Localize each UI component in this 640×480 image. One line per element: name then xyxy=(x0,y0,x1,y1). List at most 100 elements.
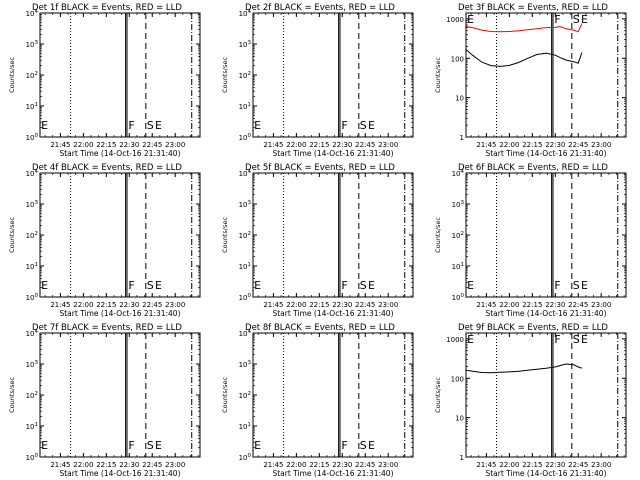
y-tick-label: 103 xyxy=(452,200,465,209)
x-axis-label: Start Time (14-Oct-16 21:31:40) xyxy=(485,469,606,478)
x-tick-label: 22:45 xyxy=(142,461,162,469)
y-tick-label: 104 xyxy=(239,169,252,178)
y-axis-label: Counts/sec xyxy=(434,217,442,253)
x-tick-label: 22:45 xyxy=(355,301,375,309)
x-tick-label: 22:15 xyxy=(96,461,116,469)
x-tick-label: 22:15 xyxy=(522,141,542,149)
y-tick-label: 101 xyxy=(239,262,251,271)
x-axis-label: Start Time (14-Oct-16 21:31:40) xyxy=(272,309,393,318)
y-tick-label: 1000 xyxy=(446,336,464,344)
x-tick-label: 21:45 xyxy=(476,141,496,149)
event-marker-label: S xyxy=(147,119,154,132)
y-axis-label: Counts/sec xyxy=(8,57,16,93)
event-marker-label: F xyxy=(341,279,347,292)
y-tick-label: 104 xyxy=(239,329,252,338)
x-tick-label: 22:00 xyxy=(73,461,93,469)
y-axis-label: Counts/sec xyxy=(221,217,229,253)
plot-frame xyxy=(252,172,414,298)
chart-title: Det 5f BLACK = Events, RED = LLD xyxy=(245,163,395,173)
plot-frame xyxy=(252,12,414,138)
y-tick-label: 101 xyxy=(239,102,251,111)
event-marker-label: E xyxy=(368,439,375,452)
x-axis-label: Start Time (14-Oct-16 21:31:40) xyxy=(59,309,180,318)
x-tick-label: 21:45 xyxy=(50,141,70,149)
chart-panel-3: Det 3f BLACK = Events, RED = LLD 1 10 100 10… xyxy=(434,3,627,158)
x-axis-label: Start Time (14-Oct-16 21:31:40) xyxy=(272,469,393,478)
event-marker-label: E xyxy=(155,439,162,452)
chart-title: Det 6f BLACK = Events, RED = LLD xyxy=(458,163,608,173)
x-tick-label: 23:00 xyxy=(591,461,611,469)
event-marker-label: F xyxy=(128,119,134,132)
x-tick-label: 22:30 xyxy=(119,141,139,149)
x-tick-label: 22:15 xyxy=(309,301,329,309)
x-tick-label: 21:45 xyxy=(50,301,70,309)
x-tick-label: 23:00 xyxy=(378,141,398,149)
y-tick-label: 103 xyxy=(26,360,39,369)
chart-title: Det 2f BLACK = Events, RED = LLD xyxy=(245,3,395,13)
event-marker-label: E xyxy=(155,279,162,292)
x-tick-label: 23:00 xyxy=(378,301,398,309)
y-tick-label: 100 xyxy=(239,293,252,302)
x-tick-label: 22:00 xyxy=(499,141,519,149)
y-tick-label: 102 xyxy=(239,231,251,240)
x-tick-label: 21:45 xyxy=(50,461,70,469)
y-tick-label: 103 xyxy=(26,200,39,209)
event-marker-label: E xyxy=(467,279,474,292)
y-tick-label: 101 xyxy=(452,262,464,271)
y-tick-label: 104 xyxy=(26,169,39,178)
event-marker-label: E xyxy=(581,13,588,26)
y-tick-label: 100 xyxy=(26,453,39,462)
event-marker-label: E xyxy=(41,439,48,452)
y-tick-label: 103 xyxy=(239,360,252,369)
x-tick-label: 23:00 xyxy=(165,141,185,149)
event-marker-label: E xyxy=(368,279,375,292)
y-tick-label: 100 xyxy=(239,453,252,462)
y-axis-label: Counts/sec xyxy=(434,57,442,93)
x-tick-label: 22:15 xyxy=(96,301,116,309)
y-tick-label: 102 xyxy=(452,231,464,240)
chart-panel-1: Det 1f BLACK = Events, RED = LLD 100 101 10… xyxy=(8,3,201,158)
chart-title: Det 4f BLACK = Events, RED = LLD xyxy=(32,163,182,173)
y-tick-label: 101 xyxy=(26,102,38,111)
chart-title: Det 9f BLACK = Events, RED = LLD xyxy=(458,323,608,333)
y-tick-label: 102 xyxy=(239,71,251,80)
event-marker-label: S xyxy=(573,279,580,292)
x-tick-label: 22:15 xyxy=(522,461,542,469)
y-tick-label: 103 xyxy=(239,40,252,49)
y-tick-label: 104 xyxy=(26,9,39,18)
y-axis-label: Counts/sec xyxy=(434,377,442,413)
event-marker-label: F xyxy=(554,13,560,26)
x-tick-label: 22:00 xyxy=(286,141,306,149)
plot-frame xyxy=(39,172,201,298)
x-axis-label: Start Time (14-Oct-16 21:31:40) xyxy=(59,469,180,478)
x-tick-label: 22:45 xyxy=(355,141,375,149)
x-tick-label: 23:00 xyxy=(591,141,611,149)
x-axis-label: Start Time (14-Oct-16 21:31:40) xyxy=(485,149,606,158)
y-tick-label: 104 xyxy=(452,169,465,178)
event-marker-label: E xyxy=(254,439,261,452)
x-axis-label: Start Time (14-Oct-16 21:31:40) xyxy=(59,149,180,158)
event-marker-label: E xyxy=(581,279,588,292)
x-tick-label: 22:00 xyxy=(73,301,93,309)
chart-title: Det 8f BLACK = Events, RED = LLD xyxy=(245,323,395,333)
y-tick-label: 104 xyxy=(26,329,39,338)
x-tick-label: 22:00 xyxy=(499,461,519,469)
plot-frame xyxy=(252,332,414,458)
x-tick-label: 22:30 xyxy=(119,301,139,309)
event-marker-label: F xyxy=(128,439,134,452)
x-tick-label: 22:30 xyxy=(332,141,352,149)
plot-frame xyxy=(39,12,201,138)
x-tick-label: 22:45 xyxy=(355,461,375,469)
x-axis-label: Start Time (14-Oct-16 21:31:40) xyxy=(485,309,606,318)
event-marker-label: F xyxy=(554,333,560,346)
x-tick-label: 23:00 xyxy=(378,461,398,469)
event-marker-label: E xyxy=(581,333,588,346)
event-marker-label: E xyxy=(155,119,162,132)
event-marker-label: F xyxy=(341,119,347,132)
x-tick-label: 23:00 xyxy=(591,301,611,309)
x-tick-label: 22:45 xyxy=(568,461,588,469)
y-tick-label: 102 xyxy=(239,391,251,400)
y-tick-label: 1000 xyxy=(446,16,464,24)
chart-panel-5: Det 5f BLACK = Events, RED = LLD 100 101 10… xyxy=(221,163,414,318)
